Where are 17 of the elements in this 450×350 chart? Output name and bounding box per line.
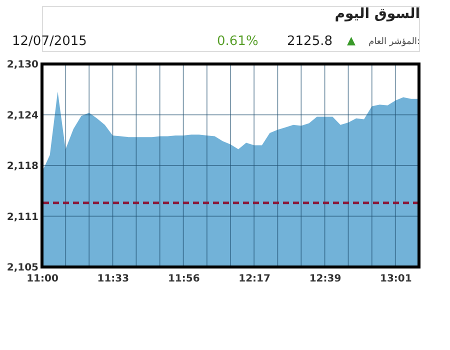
- y-tick-label: 2,118: [6, 161, 39, 172]
- x-tick-label: 13:01: [380, 274, 412, 284]
- x-tick-label: 11:56: [168, 274, 200, 284]
- text: 12/07/2015: [12, 34, 87, 49]
- y-tick-label: 2,130: [6, 60, 39, 70]
- y-tick-label: 2,105: [6, 262, 39, 274]
- text: 2125.8: [287, 34, 332, 49]
- chart-title: السوق اليوم: [334, 6, 420, 22]
- x-tick-label: 11:33: [97, 274, 130, 284]
- x-tick-label: 12:39: [309, 274, 342, 284]
- x-tick-label: 11:00: [26, 274, 58, 284]
- x-tick-label: 12:17: [238, 274, 271, 284]
- y-tick-label: 2,124: [6, 110, 39, 122]
- text: المؤشر العام:: [368, 37, 420, 47]
- text: 0.61%: [217, 34, 258, 49]
- y-tick-label: 2,111: [6, 212, 39, 223]
- text: ▲: [347, 34, 356, 47]
